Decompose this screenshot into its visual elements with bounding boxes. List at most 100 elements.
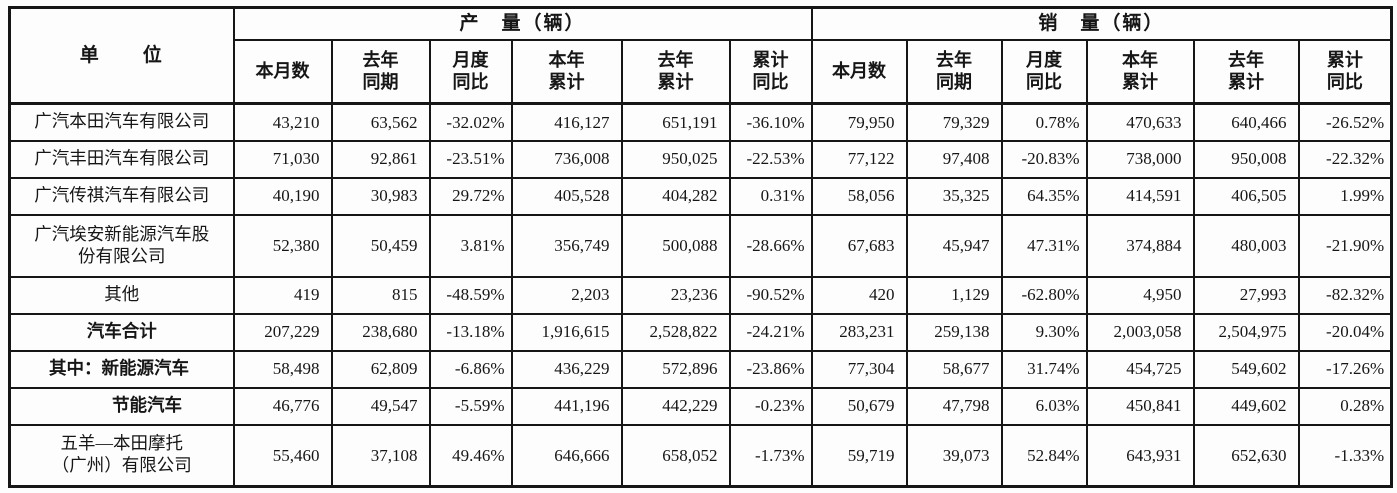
sales-cell: 9.30%	[1000, 312, 1088, 352]
sales-cell: 420	[810, 275, 908, 315]
production-subheader-2: 月度 同比	[428, 38, 513, 105]
sales-cell: -20.04%	[1297, 312, 1393, 352]
production-cell: -1.73%	[728, 423, 813, 488]
production-cell: 572,896	[620, 349, 731, 389]
production-cell: -36.10%	[728, 102, 813, 142]
production-cell: 500,088	[620, 213, 731, 278]
sales-cell: 64.35%	[1000, 176, 1088, 216]
sales-cell: 58,677	[905, 349, 1003, 389]
production-subheader-1: 去年 同期	[330, 38, 431, 105]
sales-cell: 738,000	[1085, 139, 1195, 179]
sales-subheader-4: 去年 累计	[1192, 38, 1300, 105]
table-row: 广汽埃安新能源汽车股 份有限公司 52,380 50,459 3.81% 356,749…	[8, 213, 1393, 278]
production-cell: 0.31%	[728, 176, 813, 216]
production-cell: 58,498	[232, 349, 333, 389]
sales-cell: 6.03%	[1000, 386, 1088, 426]
sales-cell: 283,231	[810, 312, 908, 352]
sales-cell: 45,947	[905, 213, 1003, 278]
sales-cell: 950,008	[1192, 139, 1300, 179]
sales-cell: 2,504,975	[1192, 312, 1300, 352]
production-cell: 419	[232, 275, 333, 315]
production-cell: 3.81%	[428, 213, 513, 278]
production-subheader-3: 本年 累计	[510, 38, 623, 105]
production-cell: 404,282	[620, 176, 731, 216]
production-cell: 2,528,822	[620, 312, 731, 352]
production-cell: 37,108	[330, 423, 431, 488]
sales-cell: -82.32%	[1297, 275, 1393, 315]
production-subheader-4: 去年 累计	[620, 38, 731, 105]
table-row: 广汽传祺汽车有限公司 40,190 30,983 29.72% 405,528 404,2…	[8, 176, 1393, 216]
production-cell: 63,562	[330, 102, 431, 142]
unit-cell: 五羊—本田摩托 （广州）有限公司	[8, 423, 235, 488]
sales-cell: 374,884	[1085, 213, 1195, 278]
sales-cell: 79,329	[905, 102, 1003, 142]
unit-cell: 广汽本田汽车有限公司	[8, 102, 235, 142]
sales-cell: 59,719	[810, 423, 908, 488]
production-cell: 736,008	[510, 139, 623, 179]
sales-subheader-1: 去年 同期	[905, 38, 1003, 105]
sales-subheader-0: 本月数	[810, 38, 908, 105]
sales-cell: 35,325	[905, 176, 1003, 216]
column-header-row: 本月数 去年 同期 月度 同比 本年 累计 去年 累计 累计 同比 本月数 去年 同期 月度 同…	[10, 38, 1393, 105]
table-row: 广汽本田汽车有限公司 43,210 63,562 -32.02% 416,127 651,…	[8, 102, 1393, 142]
sales-cell: 67,683	[810, 213, 908, 278]
unit-cell: 其他	[8, 275, 235, 315]
table-row: 节能汽车 46,776 49,547 -5.59% 441,196 442,229 -0.2…	[8, 386, 1393, 426]
production-section-header: 产 量（辆）	[232, 6, 813, 41]
table-row: 其他 419 815 -48.59% 2,203 23,236 -90.52% 420 1,12…	[8, 275, 1393, 315]
sales-cell: 480,003	[1192, 213, 1300, 278]
section-header-row: 单 位 产 量（辆） 销 量（辆）	[8, 6, 1393, 105]
production-cell: -23.86%	[728, 349, 813, 389]
production-cell: 356,749	[510, 213, 623, 278]
unit-cell: 其中：新能源汽车	[8, 349, 235, 389]
production-cell: 29.72%	[428, 176, 513, 216]
sales-cell: -22.32%	[1297, 139, 1393, 179]
sales-section-header: 销 量（辆）	[810, 6, 1393, 41]
production-cell: 436,229	[510, 349, 623, 389]
sales-subheader-3: 本年 累计	[1085, 38, 1195, 105]
production-subheader-0: 本月数	[232, 38, 333, 105]
table-row: 其中：新能源汽车 58,498 62,809 -6.86% 436,229 572,896…	[8, 349, 1393, 389]
sales-cell: 0.28%	[1297, 386, 1393, 426]
sales-cell: -62.80%	[1000, 275, 1088, 315]
table-row: 广汽丰田汽车有限公司 71,030 92,861 -23.51% 736,008 950,…	[8, 139, 1393, 179]
production-cell: -24.21%	[728, 312, 813, 352]
sales-cell: 47,798	[905, 386, 1003, 426]
sales-cell: -26.52%	[1297, 102, 1393, 142]
sales-cell: 77,304	[810, 349, 908, 389]
sales-cell: 406,505	[1192, 176, 1300, 216]
production-cell: -23.51%	[428, 139, 513, 179]
production-cell: 646,666	[510, 423, 623, 488]
table-row: 五羊—本田摩托 （广州）有限公司 55,460 37,108 49.46% 646,66…	[8, 423, 1393, 488]
sales-cell: -1.33%	[1297, 423, 1393, 488]
production-cell: 23,236	[620, 275, 731, 315]
sales-cell: 79,950	[810, 102, 908, 142]
production-cell: 43,210	[232, 102, 333, 142]
sales-cell: 0.78%	[1000, 102, 1088, 142]
sales-cell: -20.83%	[1000, 139, 1088, 179]
sales-cell: 1.99%	[1297, 176, 1393, 216]
unit-cell: 节能汽车	[8, 386, 235, 426]
production-cell: -13.18%	[428, 312, 513, 352]
sales-cell: -17.26%	[1297, 349, 1393, 389]
unit-cell: 汽车合计	[8, 312, 235, 352]
production-cell: 651,191	[620, 102, 731, 142]
sales-cell: 50,679	[810, 386, 908, 426]
production-subheader-5: 累计 同比	[728, 38, 813, 105]
production-sales-table: 单 位 产 量（辆） 销 量（辆） 本月数 去年 同期 月度 同比 本年 累计 去年 累…	[8, 6, 1394, 488]
production-cell: 50,459	[330, 213, 431, 278]
sales-cell: 4,950	[1085, 275, 1195, 315]
unit-cell: 广汽埃安新能源汽车股 份有限公司	[8, 213, 235, 278]
production-cell: 658,052	[620, 423, 731, 488]
production-cell: 55,460	[232, 423, 333, 488]
sales-cell: 1,129	[905, 275, 1003, 315]
production-sales-report: 单 位 产 量（辆） 销 量（辆） 本月数 去年 同期 月度 同比 本年 累计 去年 累…	[8, 6, 1394, 488]
production-cell: 416,127	[510, 102, 623, 142]
sales-cell: 640,466	[1192, 102, 1300, 142]
sales-cell: 97,408	[905, 139, 1003, 179]
production-cell: 40,190	[232, 176, 333, 216]
production-cell: 1,916,615	[510, 312, 623, 352]
sales-subheader-2: 月度 同比	[1000, 38, 1088, 105]
unit-column-header: 单 位	[8, 6, 235, 105]
production-cell: -5.59%	[428, 386, 513, 426]
